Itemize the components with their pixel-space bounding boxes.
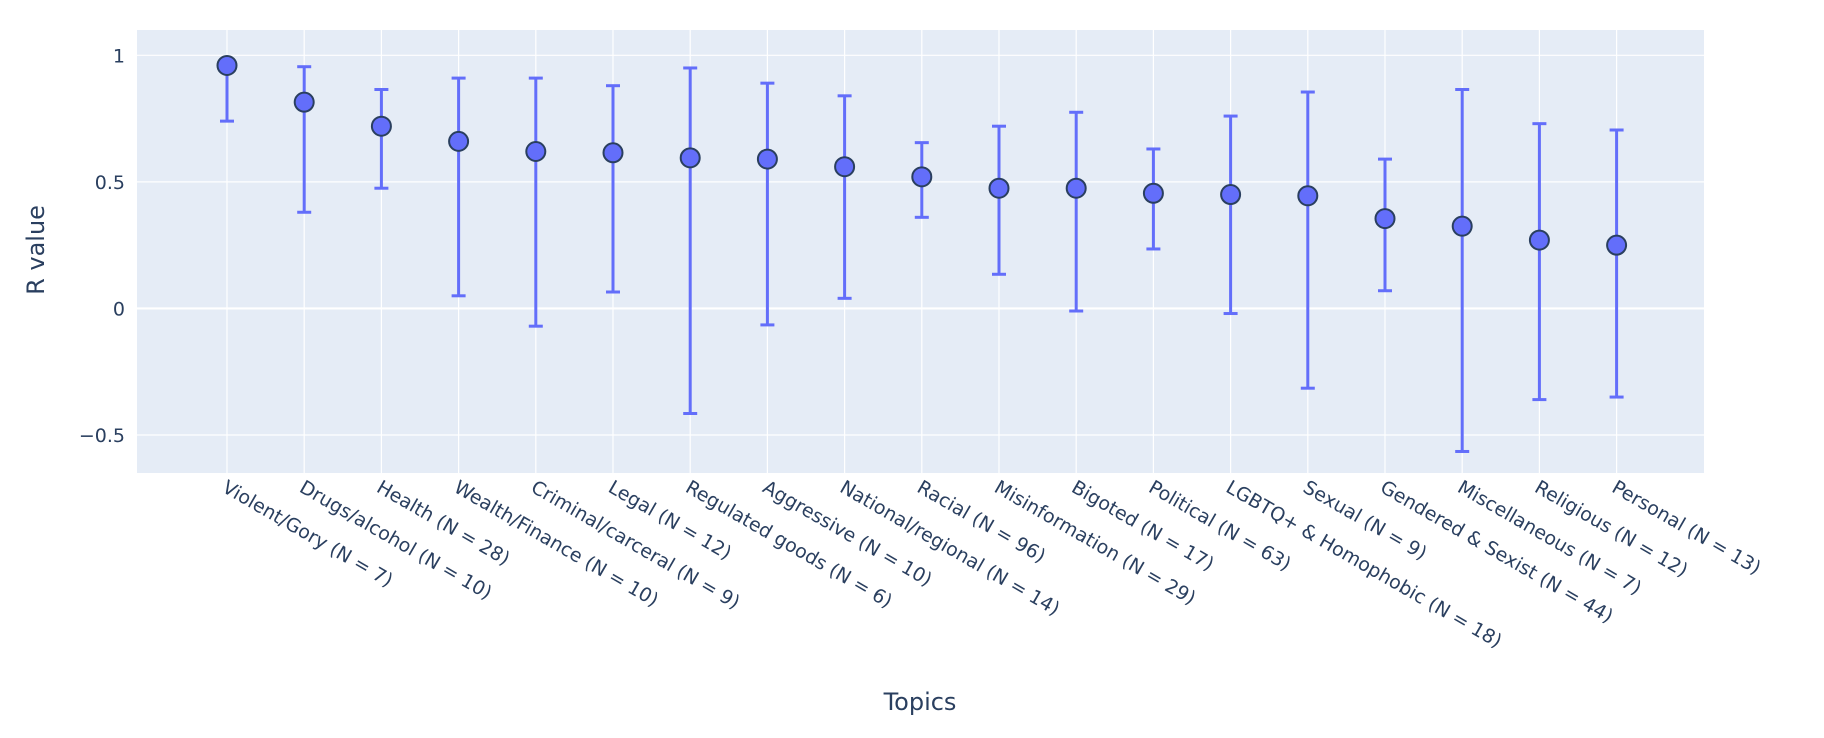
y-axis-title: R value <box>22 205 50 295</box>
data-point <box>216 54 238 76</box>
data-point <box>370 115 392 137</box>
x-tick-labels: Violent/Gory (N = 7)Drugs/alcohol (N = 1… <box>219 476 1765 652</box>
y-tick-label: 0 <box>113 298 125 320</box>
data-point <box>1220 184 1242 206</box>
plot-background <box>137 30 1704 473</box>
y-tick-label: 1 <box>113 45 125 67</box>
data-point <box>1606 234 1628 256</box>
data-point <box>448 130 470 152</box>
data-point <box>1528 229 1550 251</box>
x-tick-label: Political (N = 63) <box>1145 476 1295 575</box>
data-point <box>911 166 933 188</box>
data-point <box>293 91 315 113</box>
y-tick-labels: −0.5 0 0.5 1 <box>79 45 125 447</box>
y-tick-label: −0.5 <box>79 425 125 447</box>
data-point <box>756 148 778 170</box>
data-point <box>525 141 547 163</box>
data-point <box>988 177 1010 199</box>
data-point <box>1451 215 1473 237</box>
x-axis-title: Topics <box>883 688 957 716</box>
y-tick-label: 0.5 <box>95 172 125 194</box>
data-point <box>679 147 701 169</box>
data-points <box>216 54 1628 256</box>
data-point <box>1142 182 1164 204</box>
data-point <box>1065 177 1087 199</box>
data-point <box>834 156 856 178</box>
data-point <box>1297 185 1319 207</box>
data-point <box>1374 208 1396 230</box>
data-point <box>602 142 624 164</box>
